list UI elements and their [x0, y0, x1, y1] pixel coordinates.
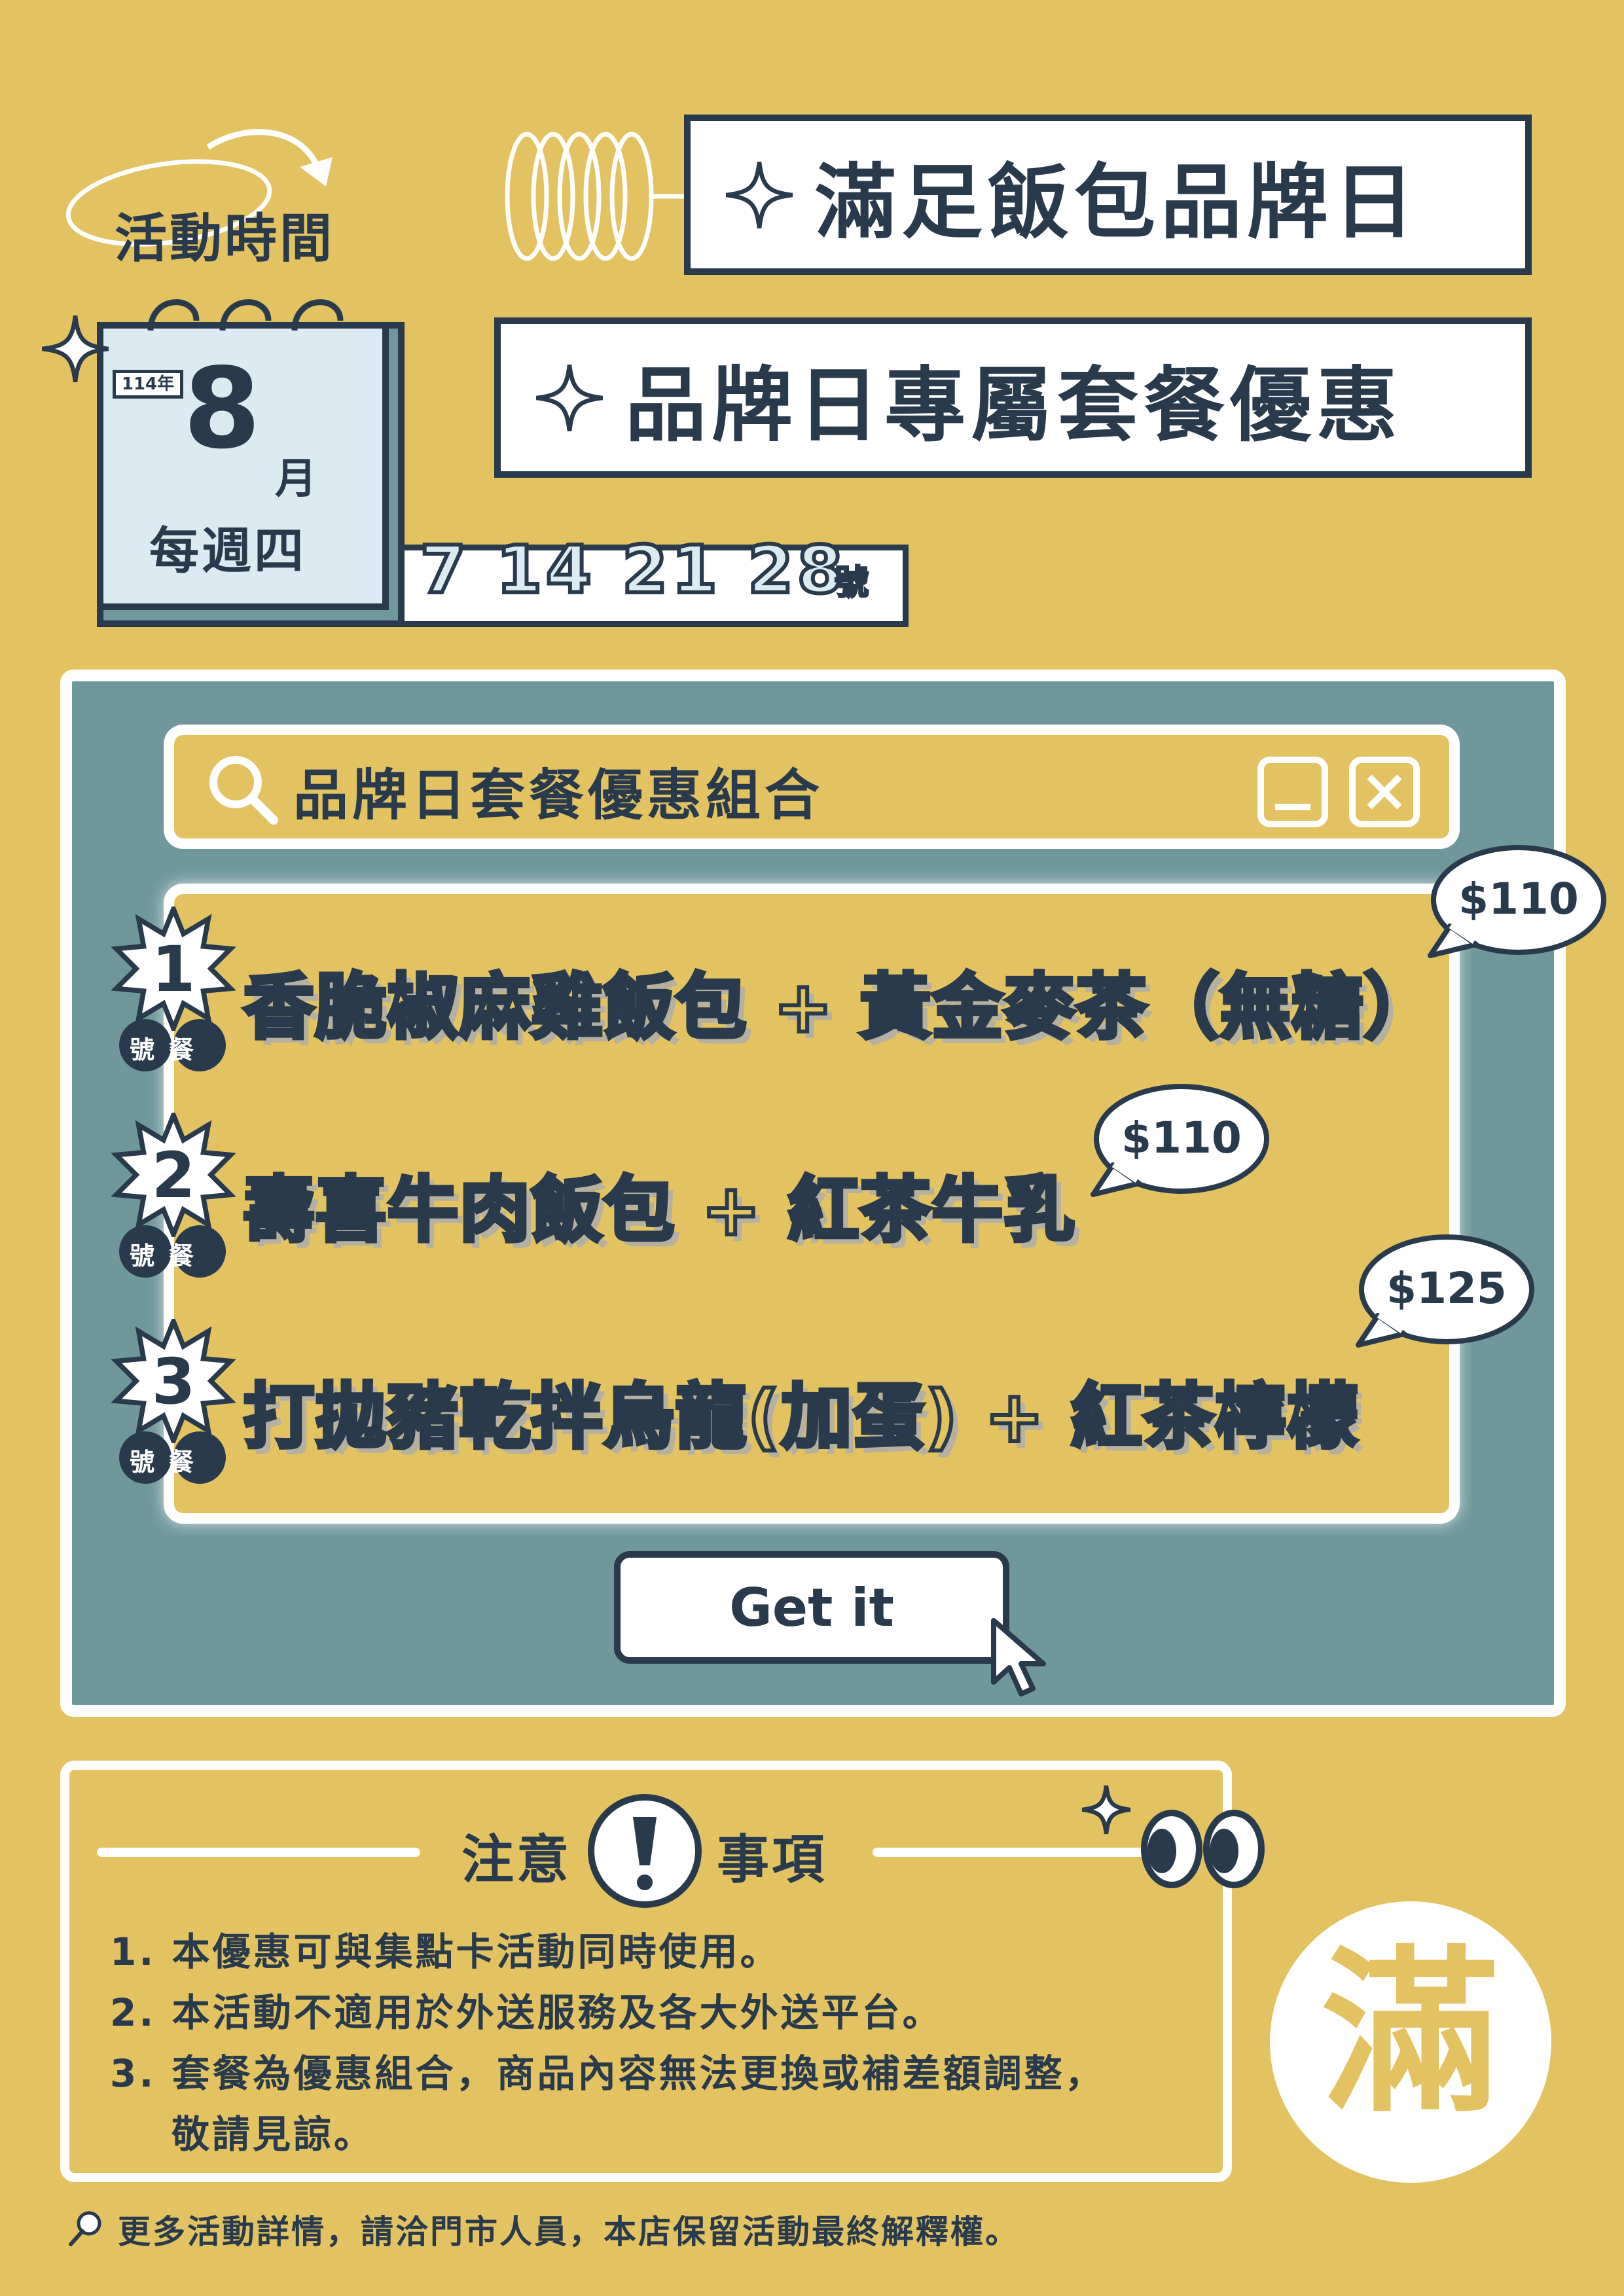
set-label-bg — [119, 1019, 226, 1071]
note-line: 2. 本活動不適用於外送服務及各大外送平台。 — [110, 1990, 943, 2035]
note-line: 1. 本優惠可與集點卡活動同時使用。 — [110, 1929, 781, 1974]
swoosh-arrow-icon — [65, 129, 333, 247]
rings-icon — [505, 132, 691, 261]
exclamation-icon — [588, 1794, 702, 1908]
event-dates-unit: 號 — [833, 563, 869, 604]
brand-logo: 滿 — [1270, 1901, 1551, 2183]
main-title: 滿足飯包品牌日 — [815, 155, 1420, 250]
sub-title: 品牌日專屬套餐優惠 — [625, 358, 1403, 453]
set-number: 1 — [151, 933, 196, 1006]
notes-heading-left: 注意 — [461, 1829, 571, 1890]
set-number: 3 — [151, 1345, 196, 1418]
sparkle-icon — [536, 364, 603, 431]
event-label: 活動時間 — [115, 208, 334, 269]
calendar-rings-icon — [147, 299, 344, 331]
set-label-bg — [119, 1431, 226, 1484]
price-bubble — [1091, 1084, 1269, 1197]
month-unit: 月 — [275, 455, 317, 503]
search-icon — [209, 756, 278, 825]
logo-char: 滿 — [1322, 1930, 1499, 2136]
search-bar — [164, 725, 1460, 849]
minimize-icon[interactable] — [1257, 756, 1329, 828]
sub-title-box: 品牌日專屬套餐優惠 — [494, 317, 1532, 478]
price-bubble — [1356, 1234, 1534, 1348]
cursor-icon — [991, 1618, 1046, 1696]
sparkle-icon — [726, 161, 793, 228]
month-number: 8 — [183, 344, 261, 474]
starburst-badge-icon — [111, 906, 236, 1031]
pin-icon — [69, 2211, 101, 2246]
set-label: 號餐 — [130, 1448, 209, 1477]
starburst-badge-icon — [111, 1319, 236, 1443]
get-it-button[interactable]: Get it — [614, 1551, 1009, 1664]
search-label: 品牌日套餐優惠組合 — [293, 763, 824, 827]
set-label-bg — [119, 1225, 226, 1278]
year-tag: 114年 — [113, 370, 183, 399]
menu-item: 壽喜牛肉飯包 + 紅茶牛乳 — [242, 1168, 1077, 1253]
close-icon[interactable] — [1348, 756, 1420, 828]
weekday-label: 每週四 — [149, 522, 306, 580]
set-number: 2 — [151, 1139, 196, 1212]
price-label: $110 — [1458, 874, 1579, 924]
notes-heading-right: 事項 — [717, 1829, 827, 1890]
sparkle-icon — [42, 315, 109, 382]
dates-box — [405, 545, 909, 627]
eyes-icon — [1141, 1810, 1265, 1888]
menu-item: 香脆椒麻雞飯包 + 黃金麥茶（無糖） — [242, 965, 1437, 1050]
event-dates: 7 14 21 28 — [418, 529, 847, 610]
sparkle-icon — [1081, 1785, 1131, 1835]
price-label: $110 — [1121, 1113, 1242, 1163]
main-title-box: 滿足飯包品牌日 — [684, 115, 1532, 275]
note-line: 敬請見諒。 — [171, 2112, 375, 2157]
menu-item: 打拋豬乾拌烏龍(加蛋) + 紅茶檸檬 — [242, 1374, 1360, 1460]
set-label: 號餐 — [130, 1035, 209, 1064]
price-bubble — [1428, 845, 1606, 958]
price-label: $125 — [1386, 1263, 1507, 1314]
notes-divider — [97, 1848, 1153, 1857]
set-label: 號餐 — [130, 1242, 209, 1270]
footer-note: 更多活動詳情，請洽門市人員，本店保留活動最終解釋權。 — [118, 2213, 1020, 2251]
starburst-badge-icon — [111, 1113, 236, 1237]
note-line: 3. 套餐為優惠組合，商品內容無法更換或補差額調整， — [110, 2051, 1106, 2096]
